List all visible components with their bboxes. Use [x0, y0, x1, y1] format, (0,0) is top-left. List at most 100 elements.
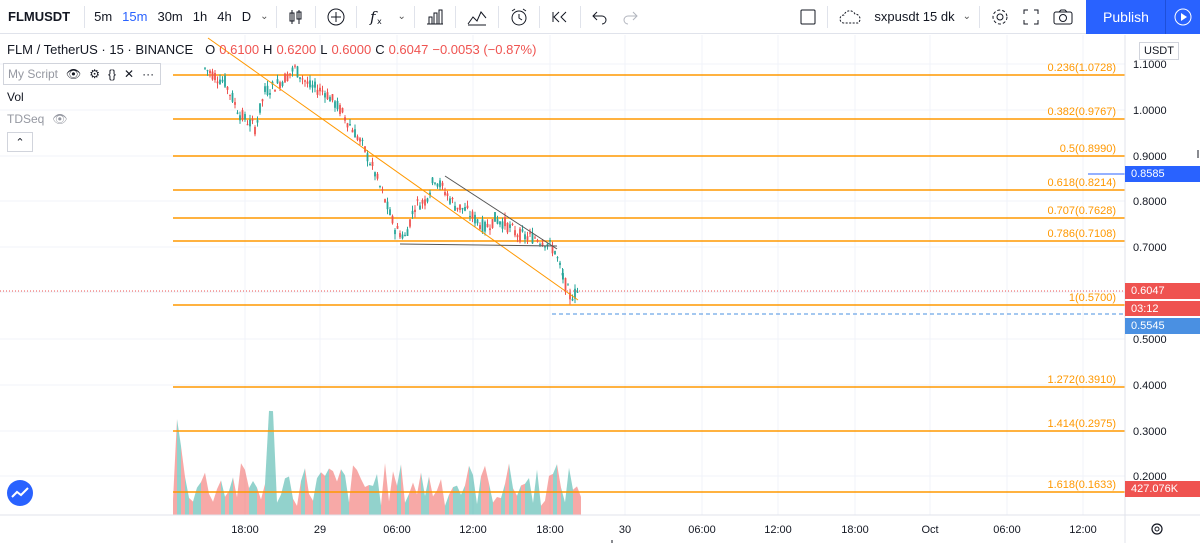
candle-body [234, 102, 236, 105]
candle-body [504, 217, 506, 227]
price-chart[interactable]: 1.1000 1.0000 0.9000 0.8000 0.7000 0.5000 0.40… [0, 35, 1200, 543]
candle-body [411, 210, 414, 215]
candle-body [509, 224, 511, 228]
play-icon[interactable] [1165, 0, 1200, 34]
candle-body [569, 292, 571, 300]
candle-body [241, 110, 244, 119]
candle-body [534, 237, 536, 239]
source-code-icon[interactable]: {} [108, 67, 117, 81]
interval-5m[interactable]: 5m [94, 9, 113, 24]
more-icon[interactable]: ··· [142, 67, 155, 81]
interval-15m[interactable]: 15m [122, 9, 148, 24]
divider [497, 5, 499, 28]
replay-icon[interactable] [544, 0, 576, 34]
candle-body [369, 163, 371, 166]
redo-icon[interactable] [615, 0, 645, 34]
candle-body [391, 215, 394, 224]
fullscreen-toggle-icon[interactable] [793, 0, 823, 34]
candle-body [479, 225, 481, 230]
volume-bar [225, 490, 229, 515]
symbol-search[interactable]: FLMUSDT [8, 9, 71, 24]
volume-bar [529, 478, 533, 515]
interval-4h[interactable]: 4h [217, 9, 232, 24]
alert-price-label[interactable]: 0.8585 [1125, 166, 1200, 182]
compare-add-icon[interactable] [320, 0, 352, 34]
candle-body [554, 251, 556, 255]
candle-body [244, 114, 246, 120]
volume-bar [573, 486, 577, 515]
divider [827, 5, 829, 28]
candle-body [456, 207, 459, 210]
expand-icon[interactable] [1016, 0, 1046, 34]
time-tick: 06:00 [688, 524, 716, 536]
candle-body [339, 105, 341, 114]
volume-value-label: 427.076K [1125, 481, 1200, 497]
candle-body [539, 243, 541, 245]
indicators-dropdown-icon[interactable]: ⌄ [397, 11, 406, 22]
volume-bar [193, 487, 197, 515]
collapse-legend-button[interactable]: ⌃ [7, 132, 33, 152]
candle-body [466, 205, 469, 208]
change-value: −0.0053 (−0.87%) [432, 42, 537, 57]
candle-body [306, 81, 309, 84]
divider [413, 5, 415, 28]
candle-body [359, 138, 361, 142]
settings-gear-icon[interactable] [984, 0, 1016, 34]
time-tick: 29 [314, 524, 326, 536]
volume-bar [173, 419, 177, 515]
volume-bar [293, 498, 297, 515]
time-tick: 12:00 [1069, 524, 1097, 536]
candle-body [346, 123, 349, 128]
interval-dropdown-icon[interactable]: ⌄ [260, 11, 269, 22]
candle-body [386, 201, 389, 210]
candle-body [311, 84, 314, 88]
publish-button[interactable]: Publish [1086, 0, 1166, 34]
layout-dropdown-icon[interactable]: ⌄ [962, 11, 971, 22]
volume-bar [189, 497, 193, 515]
my-script-pane[interactable]: My Script 👁 ⚙ {} ✕ ··· [3, 63, 162, 85]
financials-icon[interactable] [419, 0, 451, 34]
volume-bar [361, 478, 365, 515]
interval-d[interactable]: D [241, 9, 252, 24]
tdseq-pane[interactable]: TDSeq 👁 [7, 112, 68, 126]
divider [538, 5, 540, 28]
currency-label[interactable]: USDT [1139, 42, 1179, 60]
candle-body [329, 97, 331, 102]
layout-name[interactable]: sxpusdt 15 dk [874, 9, 955, 24]
volume-bar [261, 484, 265, 515]
volume-bar [217, 480, 221, 515]
volume-bar [521, 483, 525, 515]
candle-body [519, 228, 521, 242]
templates-icon[interactable] [460, 0, 494, 34]
vol-label[interactable]: Vol [7, 90, 24, 104]
candle-body [289, 73, 291, 75]
settings-icon[interactable]: ⚙ [89, 67, 101, 81]
undo-icon[interactable] [585, 0, 615, 34]
candle-body [284, 73, 286, 83]
hidden-eye-icon[interactable]: 👁 [52, 112, 68, 126]
tdseq-label: TDSeq [7, 112, 45, 126]
camera-snapshot-icon[interactable] [1046, 0, 1080, 34]
volume-bar [373, 473, 377, 515]
candle-body [444, 192, 446, 195]
volume-bar [517, 485, 521, 515]
interval-30m[interactable]: 30m [157, 9, 183, 24]
alert-icon[interactable] [503, 0, 535, 34]
volume-bar [525, 478, 529, 515]
hide-eye-icon[interactable]: 👁 [66, 67, 82, 81]
candles-icon[interactable] [281, 0, 311, 34]
candle-body [216, 81, 219, 84]
fibonacci-labels: 0.236(1.0728) 0.382(0.9767) 0.5(0.8990) 0.6… [1048, 62, 1117, 491]
remove-close-icon[interactable]: ✕ [124, 67, 135, 81]
interval-1h[interactable]: 1h [192, 9, 208, 24]
volume-bar [201, 472, 205, 515]
open-value: 0.6100 [219, 42, 260, 57]
candle-body [261, 99, 264, 102]
time-tick: 12:00 [459, 524, 487, 536]
high-value: 0.6200 [276, 42, 317, 57]
volume-bar [285, 476, 289, 515]
volume-bar [221, 480, 225, 515]
candle-body [501, 221, 504, 229]
candle-body [521, 229, 524, 232]
